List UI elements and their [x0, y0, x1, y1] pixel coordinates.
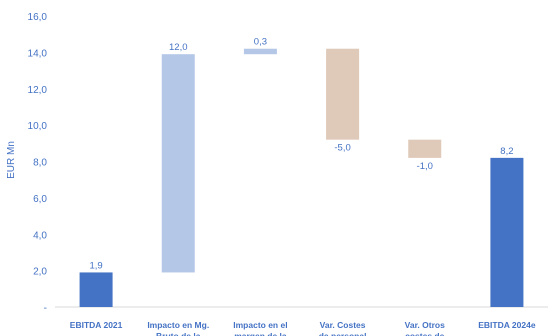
y-tick-label: 4,0	[33, 230, 47, 241]
category-label: Var. Otros	[405, 320, 445, 330]
bar-total	[79, 272, 113, 307]
category-label: Bruto de la	[156, 331, 201, 336]
bar-total	[490, 157, 524, 307]
bars-group	[79, 48, 524, 307]
category-label: Impacto en Mg.	[147, 320, 209, 330]
y-axis-title: EUR Mn	[6, 141, 17, 179]
y-tick-label: 6,0	[33, 194, 47, 205]
category-label: margen de la	[234, 331, 287, 336]
data-label: -5,0	[334, 143, 350, 154]
category-label: de personal	[319, 331, 367, 336]
y-axis-ticks: - 2,0 4,0 6,0 8,0 10,0 12,0 14,0 16,0	[28, 12, 48, 314]
category-label: EBITDA 2024e	[478, 320, 536, 330]
category-label: Var. Costes	[320, 320, 366, 330]
y-tick-label: 14,0	[28, 48, 48, 59]
category-label: EBITDA 2021	[70, 320, 123, 330]
bar-decrease	[408, 139, 442, 158]
bar-decrease	[326, 48, 360, 140]
y-tick-label: -	[44, 303, 47, 314]
category-label: Impacto en el	[233, 320, 287, 330]
data-label: 1,9	[89, 260, 102, 271]
data-label: 0,3	[254, 37, 267, 48]
bar-increase	[161, 54, 195, 273]
y-tick-label: 16,0	[28, 12, 48, 23]
data-label: 12,0	[169, 42, 188, 53]
data-label: -1,0	[417, 161, 433, 172]
bar-increase	[243, 48, 277, 55]
y-tick-label: 12,0	[28, 85, 48, 96]
data-label: 8,2	[500, 146, 513, 157]
y-tick-label: 2,0	[33, 267, 47, 278]
category-labels-group: EBITDA 2021 Impacto en Mg.Bruto de la Impa…	[70, 320, 536, 336]
y-tick-label: 8,0	[33, 158, 47, 169]
category-label: costes de	[405, 331, 444, 336]
y-tick-label: 10,0	[28, 121, 48, 132]
data-labels-group: 1,9 12,0 0,3 -5,0 -1,0 8,2	[89, 37, 513, 272]
